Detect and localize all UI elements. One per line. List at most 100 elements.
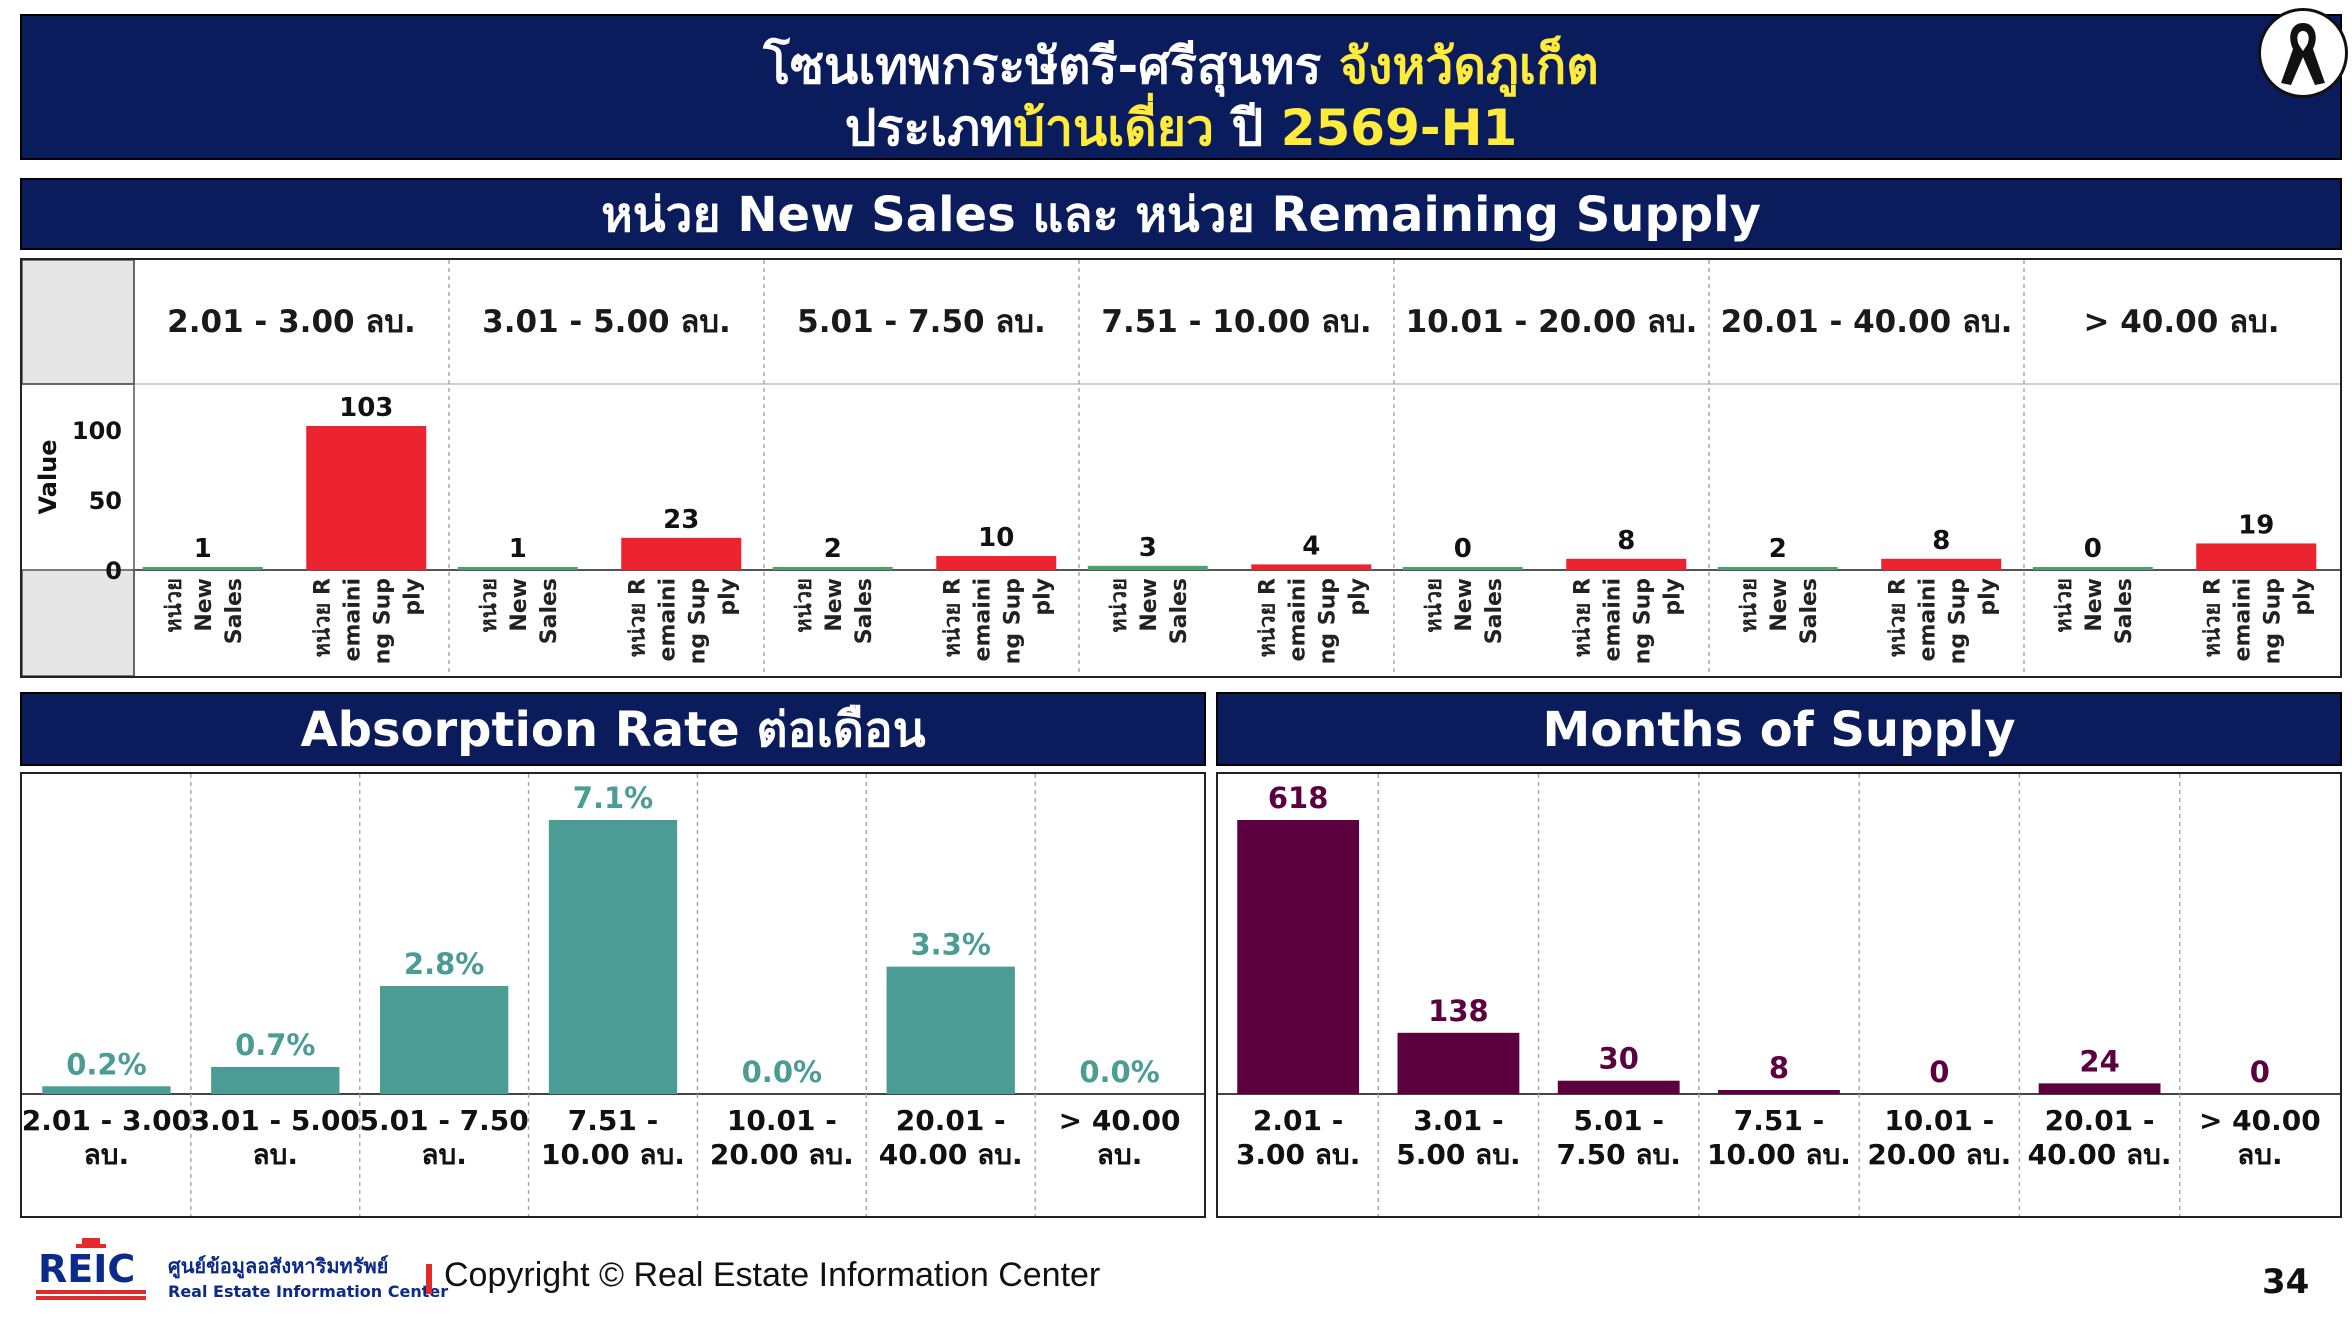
category-label: 20.01 - [896, 1104, 1006, 1137]
absorption-bar [211, 1066, 340, 1094]
category-label: 3.00 ลบ. [1236, 1138, 1360, 1171]
category-label: 5.00 ลบ. [1396, 1138, 1520, 1171]
corner-cell-bottom [21, 569, 135, 677]
series-axis-label: หน่วย [162, 578, 187, 633]
y-tick-label: 50 [89, 487, 122, 515]
bar-value-label: 1 [194, 534, 212, 564]
category-label: 10.00 ลบ. [1707, 1138, 1851, 1171]
bar-value-label: 103 [339, 393, 393, 423]
bar-value-label: 0 [1929, 1055, 1949, 1089]
months-of-supply-bar [1557, 1080, 1680, 1094]
series-axis-label: หน่วย [1107, 578, 1132, 633]
bar-value-label: 4 [1302, 531, 1320, 561]
series-axis-label: ng Sup [1000, 578, 1025, 664]
series-axis-label: ng Sup [1315, 578, 1340, 664]
bar-value-label: 7.1% [573, 781, 653, 815]
logo-english-name: Real Estate Information Center [168, 1282, 449, 1301]
series-axis-label: Sales [222, 578, 247, 644]
category-label: 3.01 - 5.00 ลบ. [482, 304, 731, 340]
remaining-supply-bar [1566, 558, 1687, 570]
y-tick-label: 100 [72, 417, 122, 445]
bar-value-label: 8 [1769, 1051, 1789, 1085]
series-axis-label: หน่วย [477, 578, 502, 633]
category-label: 2.01 - 3.00 ลบ. [167, 304, 416, 340]
category-label: 40.00 ลบ. [2028, 1138, 2172, 1171]
category-label: 3.01 - [1413, 1104, 1503, 1137]
series-axis-label: Sales [852, 578, 877, 644]
logo-text: REIC [38, 1247, 135, 1291]
series-axis-label: emaini [1915, 578, 1940, 661]
series-axis-label: emaini [2230, 578, 2255, 661]
series-axis-label: หน่วย R [1570, 578, 1595, 657]
remaining-supply-bar [2196, 543, 2317, 570]
bar-value-label: 618 [1268, 781, 1329, 815]
absorption-bar [379, 985, 509, 1094]
series-axis-label: หน่วย [1422, 578, 1447, 633]
bar-value-label: 2.8% [404, 947, 484, 981]
bar-value-label: 2 [824, 534, 842, 564]
page-number: 34 [2262, 1262, 2310, 1302]
category-label: 5.01 - 7.50 [359, 1104, 528, 1137]
category-label: 5.01 - 7.50 ลบ. [797, 304, 1046, 340]
category-label: 7.51 - [1734, 1104, 1824, 1137]
category-label: 20.00 ลบ. [1867, 1138, 2011, 1171]
category-label: 5.01 - [1573, 1104, 1663, 1137]
category-label: > 40.00 [2199, 1104, 2321, 1137]
series-axis-label: ply [1345, 578, 1370, 616]
series-axis-label: ply [400, 578, 425, 616]
series-axis-label: New [1452, 578, 1477, 632]
title-zone: โซนเทพกระษัตรี-ศรีสุนทร [763, 37, 1339, 95]
new-sales-bar [142, 567, 263, 570]
ribbon-icon [2281, 23, 2325, 85]
top-panel-header: หน่วย New Sales และ หน่วย Remaining Supp… [20, 178, 2342, 250]
series-axis-label: New [822, 578, 847, 632]
series-axis-label: New [2082, 578, 2107, 632]
series-axis-label: ply [1030, 578, 1055, 616]
category-label: 7.50 ลบ. [1557, 1138, 1681, 1171]
remaining-supply-bar [1251, 564, 1372, 570]
new-sales-bar [1087, 565, 1208, 570]
series-axis-label: ply [715, 578, 740, 616]
series-axis-label: New [1137, 578, 1162, 632]
mos-chart-svg: 618 2.01 -3.00 ลบ. 138 3.01 -5.00 ลบ. 30 5.01… [1218, 774, 2340, 1216]
bar-value-label: 3 [1139, 533, 1157, 563]
new-sales-bar [1402, 567, 1523, 570]
category-label: > 40.00 ลบ. [2083, 304, 2279, 340]
title-banner: โซนเทพกระษัตรี-ศรีสุนทร จังหวัดภูเก็ต ปร… [20, 14, 2342, 160]
y-tick-label: 0 [105, 557, 122, 585]
series-axis-label: Sales [537, 578, 562, 644]
logo-thai-name: ศูนย์ข้อมูลอสังหาริมทรัพย์ [168, 1254, 389, 1278]
series-axis-label: หน่วย R [1255, 578, 1280, 657]
series-axis-label: Sales [2112, 578, 2137, 644]
category-label: 10.00 ลบ. [541, 1138, 685, 1171]
months-of-supply-bar [1718, 1090, 1840, 1094]
remaining-supply-bar [936, 556, 1057, 570]
bar-value-label: 0.2% [66, 1047, 146, 1081]
bar-value-label: 0 [1454, 534, 1472, 564]
series-axis-label: ng Sup [370, 578, 395, 664]
series-axis-label: หน่วย [1737, 578, 1762, 633]
category-label: 2.01 - [1253, 1104, 1343, 1137]
months-of-supply-bar [2038, 1083, 2161, 1094]
category-label: 3.01 - 5.00 [191, 1104, 360, 1137]
bar-value-label: 24 [2079, 1044, 2119, 1078]
category-label: 2.01 - 3.00 [22, 1104, 191, 1137]
series-axis-label: หน่วย [2052, 578, 2077, 633]
title-province: จังหวัดภูเก็ต [1338, 37, 1599, 95]
new-sales-bar [1717, 567, 1838, 570]
series-axis-label: ng Sup [2260, 578, 2285, 664]
series-axis-label: emaini [970, 578, 995, 661]
series-axis-label: Sales [1167, 578, 1192, 644]
category-label: 20.01 - 40.00 ลบ. [1721, 304, 2013, 340]
series-axis-label: หน่วย R [1885, 578, 1910, 657]
bar-value-label: 0.7% [235, 1028, 315, 1062]
new-sales-bar [457, 567, 578, 570]
absorption-bar [548, 820, 678, 1094]
category-label: ลบ. [421, 1138, 467, 1171]
category-label: 10.01 - [727, 1104, 837, 1137]
category-label: 20.01 - [2045, 1104, 2155, 1137]
series-axis-label: หน่วย R [2200, 578, 2225, 657]
title-line-2: ประเภทบ้านเดี่ยว ปี 2569-H1 [22, 98, 2340, 158]
category-label: ลบ. [84, 1138, 130, 1171]
